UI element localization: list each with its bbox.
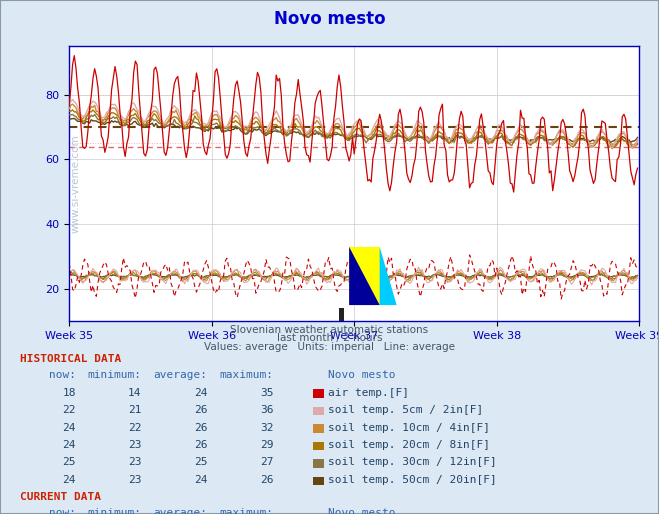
Text: Slovenian weather automatic stations: Slovenian weather automatic stations xyxy=(231,325,428,335)
Text: 14: 14 xyxy=(129,388,142,397)
Text: 36: 36 xyxy=(260,405,273,415)
Text: 23: 23 xyxy=(129,440,142,450)
Text: maximum:: maximum: xyxy=(219,370,273,380)
Text: www.si-vreme.com: www.si-vreme.com xyxy=(71,135,81,233)
Text: maximum:: maximum: xyxy=(219,508,273,514)
Text: HISTORICAL DATA: HISTORICAL DATA xyxy=(20,354,121,364)
Text: 24: 24 xyxy=(63,423,76,432)
Text: 24: 24 xyxy=(194,475,208,485)
Text: average:: average: xyxy=(154,370,208,380)
Text: 35: 35 xyxy=(260,388,273,397)
Text: now:: now: xyxy=(49,508,76,514)
Text: 26: 26 xyxy=(194,440,208,450)
Text: 26: 26 xyxy=(260,475,273,485)
Text: CURRENT DATA: CURRENT DATA xyxy=(20,492,101,502)
Bar xyxy=(339,308,344,321)
Text: minimum:: minimum: xyxy=(88,370,142,380)
Text: 26: 26 xyxy=(194,423,208,432)
Text: Values: average   Units: imperial   Line: average: Values: average Units: imperial Line: av… xyxy=(204,341,455,352)
Text: now:: now: xyxy=(49,370,76,380)
Text: Novo mesto: Novo mesto xyxy=(273,10,386,28)
Text: air temp.[F]: air temp.[F] xyxy=(328,388,409,397)
Text: 29: 29 xyxy=(260,440,273,450)
Text: 24: 24 xyxy=(194,388,208,397)
Text: soil temp. 20cm / 8in[F]: soil temp. 20cm / 8in[F] xyxy=(328,440,490,450)
Text: soil temp. 30cm / 12in[F]: soil temp. 30cm / 12in[F] xyxy=(328,457,497,467)
Text: Novo mesto: Novo mesto xyxy=(328,370,395,380)
Text: minimum:: minimum: xyxy=(88,508,142,514)
Polygon shape xyxy=(349,247,380,305)
Text: 22: 22 xyxy=(63,405,76,415)
Polygon shape xyxy=(380,247,397,305)
Text: soil temp. 50cm / 20in[F]: soil temp. 50cm / 20in[F] xyxy=(328,475,497,485)
Text: 22: 22 xyxy=(129,423,142,432)
Text: 32: 32 xyxy=(260,423,273,432)
Text: 27: 27 xyxy=(260,457,273,467)
Text: 24: 24 xyxy=(63,475,76,485)
Text: 23: 23 xyxy=(129,457,142,467)
Text: Novo mesto: Novo mesto xyxy=(328,508,395,514)
Text: 26: 26 xyxy=(194,405,208,415)
Text: soil temp. 10cm / 4in[F]: soil temp. 10cm / 4in[F] xyxy=(328,423,490,432)
Text: 23: 23 xyxy=(129,475,142,485)
Text: soil temp. 5cm / 2in[F]: soil temp. 5cm / 2in[F] xyxy=(328,405,484,415)
Text: 25: 25 xyxy=(194,457,208,467)
Text: 21: 21 xyxy=(129,405,142,415)
Text: 25: 25 xyxy=(63,457,76,467)
Text: average:: average: xyxy=(154,508,208,514)
Polygon shape xyxy=(349,247,380,305)
Text: 24: 24 xyxy=(63,440,76,450)
Text: last month / 2 hours: last month / 2 hours xyxy=(277,333,382,343)
Text: 18: 18 xyxy=(63,388,76,397)
